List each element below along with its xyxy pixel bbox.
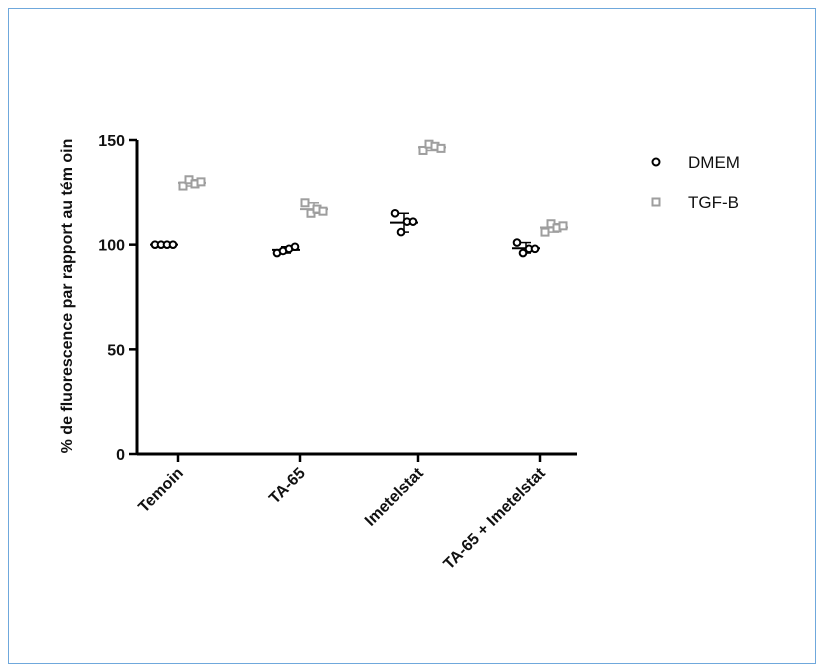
x-tick-label: TA-65 + Imetelstat <box>440 464 549 573</box>
data-point-dmem <box>390 208 400 218</box>
data-point-dmem <box>512 238 522 247</box>
data-point-tgf-b <box>196 177 206 187</box>
legend: DMEM TGF-B <box>651 153 740 212</box>
y-tick-label: 150 <box>98 133 125 150</box>
data-point-tgf-b <box>300 198 310 208</box>
data-point-dmem <box>530 244 540 254</box>
axes: 0 50 100 150 Temoin TA-65 Imetelstat TA-65 + Im… <box>98 133 577 573</box>
x-tick-label: TA-65 <box>266 465 309 508</box>
legend-marker-dmem <box>651 157 661 167</box>
data-point-dmem <box>168 240 178 249</box>
y-tick-label: 100 <box>98 238 125 255</box>
data-point-dmem <box>396 227 406 237</box>
data-marks <box>150 139 568 258</box>
data-point-tgf-b <box>436 143 446 153</box>
x-tick-label: Imetelstat <box>362 464 427 529</box>
data-point-dmem <box>518 248 528 258</box>
legend-label: DMEM <box>688 153 740 172</box>
data-point-dmem <box>290 242 300 252</box>
data-point-tgf-b <box>178 181 188 191</box>
data-point-tgf-b <box>540 227 550 237</box>
y-axis-label: % de fluorescence par rapport au tém oin <box>59 139 76 454</box>
y-tick-label: 50 <box>107 342 125 359</box>
chart-frame <box>8 8 816 664</box>
legend-marker-tgf-b <box>651 197 661 207</box>
data-point-tgf-b <box>418 145 428 155</box>
y-tick-label: 0 <box>116 447 125 464</box>
data-point-dmem <box>408 217 418 226</box>
x-tick-label: Temoin <box>135 465 186 516</box>
data-point-tgf-b <box>318 206 328 216</box>
data-point-tgf-b <box>558 221 568 231</box>
legend-label: TGF-B <box>688 193 739 212</box>
